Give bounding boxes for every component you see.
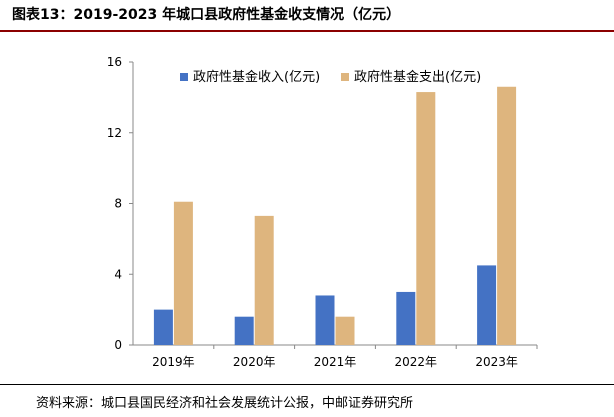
y-tick-label: 8 — [114, 197, 122, 211]
title-divider — [0, 30, 614, 32]
bar-expenditure — [335, 316, 355, 345]
chart-axes: 0 4 8 12 16 2019年 2020年 2021年 2022年 2023年 — [107, 55, 538, 369]
x-tick-label: 2020年 — [233, 355, 276, 369]
y-tick-label: 16 — [107, 55, 122, 69]
bar-expenditure — [254, 215, 274, 345]
bar-expenditure — [173, 201, 193, 345]
bar-revenue — [396, 291, 416, 345]
figure-title: 图表13：2019-2023 年城口县政府性基金收支情况（亿元） — [12, 7, 401, 23]
x-tick-label: 2022年 — [395, 355, 438, 369]
legend-label: 政府性基金支出(亿元) — [354, 69, 481, 85]
x-tick-label: 2023年 — [475, 355, 518, 369]
bar-chart: 0 4 8 12 16 2019年 2020年 2021年 2022年 2023年 政府性基金收入… — [107, 55, 538, 369]
bar-revenue — [234, 316, 254, 345]
bar-expenditure — [497, 86, 517, 345]
legend-swatch — [180, 73, 188, 81]
y-tick-label: 12 — [107, 126, 122, 140]
bar-revenue — [477, 265, 497, 345]
source-divider — [0, 384, 614, 385]
bar-revenue — [153, 309, 173, 345]
legend-swatch — [341, 73, 349, 81]
source-note: 资料来源：城口县国民经济和社会发展统计公报，中邮证券研究所 — [36, 396, 414, 411]
chart-bars — [153, 86, 517, 345]
x-tick-label: 2019年 — [152, 355, 195, 369]
bar-expenditure — [416, 92, 436, 345]
y-tick-label: 0 — [114, 338, 122, 352]
chart-legend: 政府性基金收入(亿元) 政府性基金支出(亿元) — [180, 69, 481, 85]
bar-revenue — [315, 295, 335, 345]
x-tick-label: 2021年 — [314, 355, 357, 369]
legend-label: 政府性基金收入(亿元) — [193, 69, 320, 85]
y-tick-label: 4 — [114, 267, 122, 281]
